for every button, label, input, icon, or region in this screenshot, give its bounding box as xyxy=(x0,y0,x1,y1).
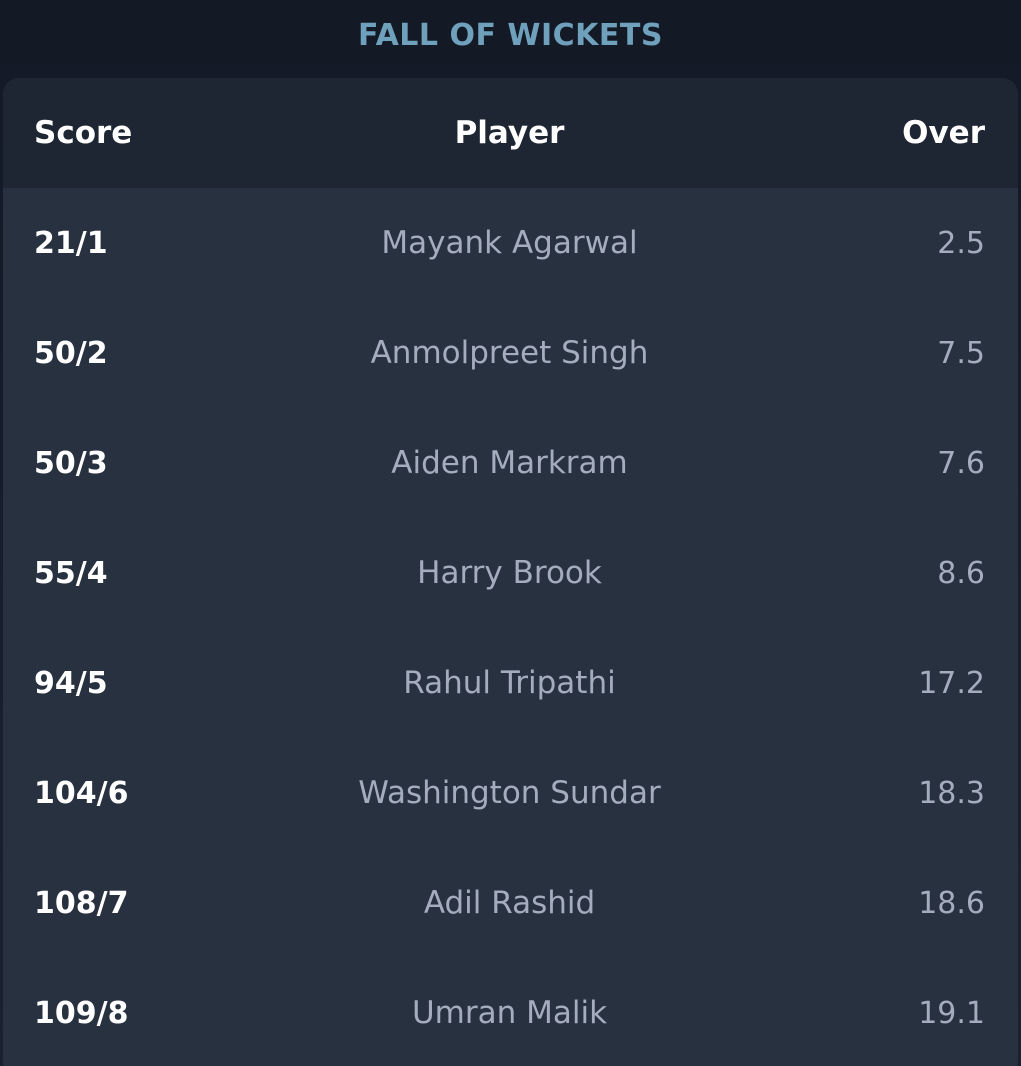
score-cell: 104/6 xyxy=(34,775,129,811)
table-row: 50/2 Anmolpreet Singh 7.5 xyxy=(3,298,1018,408)
table-row: 109/8 Umran Malik 19.1 xyxy=(3,958,1018,1066)
over-cell: 19.1 xyxy=(918,995,985,1031)
table-row: 104/6 Washington Sundar 18.3 xyxy=(3,738,1018,848)
table-row: 55/4 Harry Brook 8.6 xyxy=(3,518,1018,628)
over-column-header: Over xyxy=(902,115,985,151)
player-cell: Harry Brook xyxy=(417,555,602,591)
player-column-header: Player xyxy=(454,115,565,151)
section-title: FALL OF WICKETS xyxy=(358,18,663,53)
over-cell: 18.6 xyxy=(918,885,985,921)
score-cell: 55/4 xyxy=(34,555,108,591)
player-cell: Adil Rashid xyxy=(423,885,596,921)
score-cell: 21/1 xyxy=(34,225,108,261)
score-cell: 108/7 xyxy=(34,885,129,921)
player-cell: Rahul Tripathi xyxy=(403,665,616,701)
table-header: Score Player Over xyxy=(3,78,1018,188)
score-cell: 94/5 xyxy=(34,665,108,701)
player-cell: Anmolpreet Singh xyxy=(370,335,649,371)
over-cell: 18.3 xyxy=(918,775,985,811)
score-cell: 50/3 xyxy=(34,445,108,481)
over-cell: 17.2 xyxy=(918,665,985,701)
score-column-header: Score xyxy=(34,115,133,151)
player-cell: Umran Malik xyxy=(411,995,608,1031)
score-cell: 50/2 xyxy=(34,335,108,371)
over-cell: 7.6 xyxy=(937,445,985,481)
fall-of-wickets-table: Score Player Over 21/1 Mayank Agarwal 2.… xyxy=(3,78,1018,1066)
over-cell: 8.6 xyxy=(937,555,985,591)
over-cell: 2.5 xyxy=(937,225,985,261)
score-cell: 109/8 xyxy=(34,995,129,1031)
table-row: 21/1 Mayank Agarwal 2.5 xyxy=(3,188,1018,298)
player-cell: Aiden Markram xyxy=(391,445,628,481)
table-row: 50/3 Aiden Markram 7.6 xyxy=(3,408,1018,518)
table-row: 94/5 Rahul Tripathi 17.2 xyxy=(3,628,1018,738)
over-cell: 7.5 xyxy=(937,335,985,371)
table-row: 108/7 Adil Rashid 18.6 xyxy=(3,848,1018,958)
player-cell: Washington Sundar xyxy=(358,775,661,811)
player-cell: Mayank Agarwal xyxy=(381,225,638,261)
